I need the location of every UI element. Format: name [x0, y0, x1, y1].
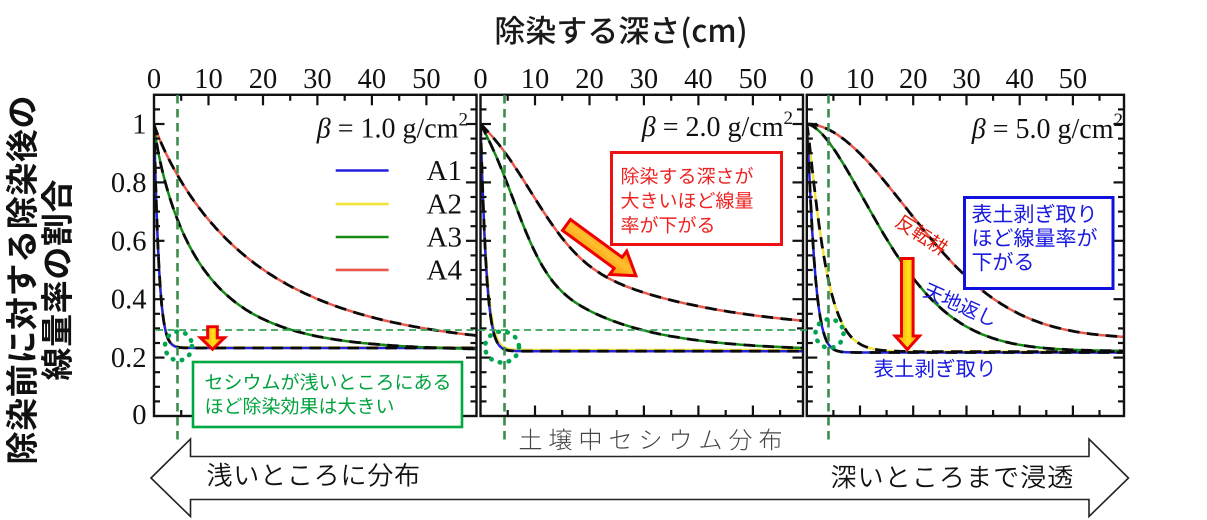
svg-text:A1: A1 — [427, 155, 462, 187]
svg-text:0: 0 — [800, 64, 814, 95]
svg-text:40: 40 — [1005, 64, 1034, 95]
svg-text:A3: A3 — [427, 222, 462, 254]
svg-text:0.6: 0.6 — [111, 226, 147, 257]
svg-text:10: 10 — [846, 64, 875, 95]
svg-text:20: 20 — [899, 64, 928, 95]
svg-text:30: 30 — [303, 64, 332, 95]
svg-text:0: 0 — [147, 64, 161, 95]
svg-text:40: 40 — [358, 64, 387, 95]
svg-text:0: 0 — [132, 400, 146, 431]
svg-text:30: 30 — [952, 64, 981, 95]
svg-text:A2: A2 — [427, 189, 462, 221]
svg-text:50: 50 — [739, 64, 768, 95]
svg-text:50: 50 — [1059, 64, 1088, 95]
svg-text:20: 20 — [249, 64, 278, 95]
svg-text:0.2: 0.2 — [111, 343, 147, 374]
svg-text:20: 20 — [575, 64, 604, 95]
svg-text:0.4: 0.4 — [111, 285, 147, 316]
svg-text:10: 10 — [521, 64, 550, 95]
svg-text:β = 1.0 g/cm2: β = 1.0 g/cm2 — [316, 110, 468, 145]
svg-text:β = 2.0 g/cm2: β = 2.0 g/cm2 — [641, 108, 793, 143]
svg-text:30: 30 — [630, 64, 659, 95]
svg-text:1: 1 — [132, 110, 146, 141]
svg-text:A4: A4 — [427, 254, 463, 286]
svg-text:0: 0 — [473, 64, 487, 95]
svg-text:40: 40 — [684, 64, 713, 95]
svg-text:β = 5.0 g/cm2: β = 5.0 g/cm2 — [971, 110, 1123, 145]
svg-text:10: 10 — [194, 64, 223, 95]
svg-text:50: 50 — [412, 64, 441, 95]
svg-text:0.8: 0.8 — [111, 168, 147, 199]
